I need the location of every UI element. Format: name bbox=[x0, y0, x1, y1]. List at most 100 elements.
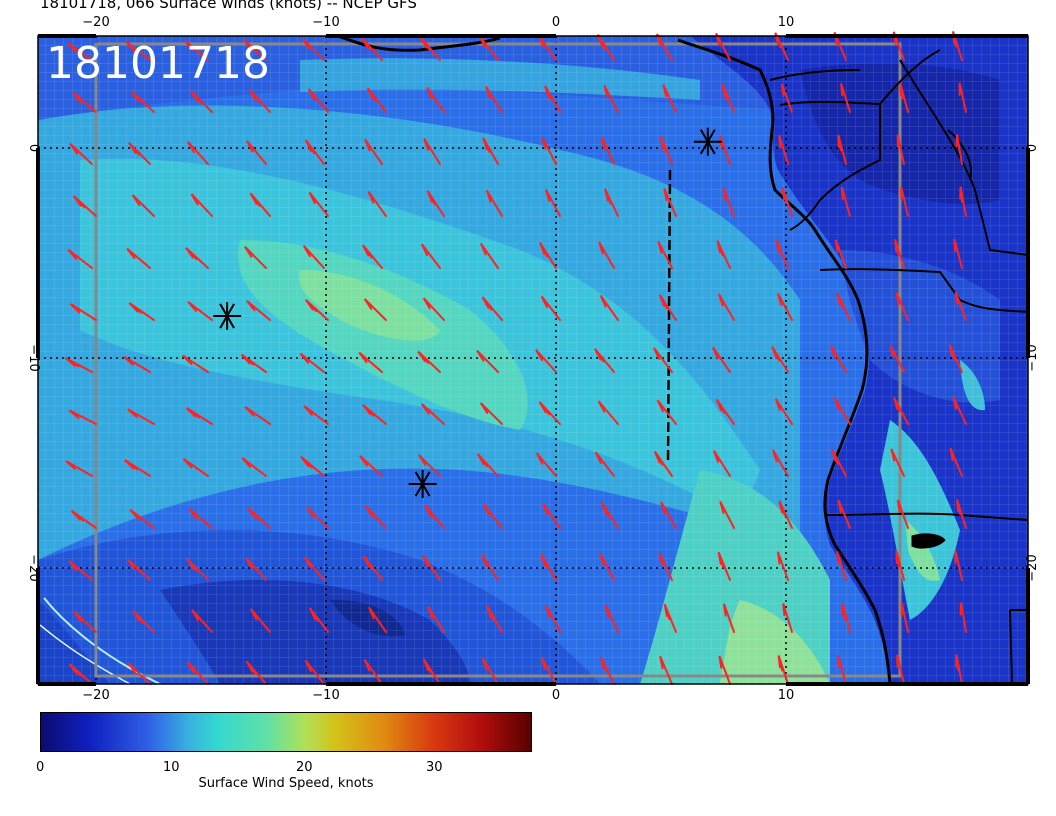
wind-barb bbox=[182, 457, 209, 477]
wind-barb bbox=[244, 245, 267, 269]
lat-right-label: −10 bbox=[1025, 344, 1040, 371]
wind-barb bbox=[657, 240, 673, 269]
wind-barb bbox=[889, 344, 905, 373]
wind-barb bbox=[712, 346, 731, 373]
wind-barb bbox=[244, 406, 271, 425]
wind-barb bbox=[246, 300, 271, 321]
wind-barb bbox=[243, 38, 267, 61]
wind-barb bbox=[363, 659, 383, 685]
wind-barb bbox=[476, 349, 499, 373]
wind-barb bbox=[715, 398, 735, 425]
colorbar bbox=[40, 712, 532, 752]
wind-barb bbox=[359, 455, 383, 477]
lon-top-label: −10 bbox=[312, 15, 339, 30]
wind-barb bbox=[660, 501, 677, 529]
wind-barb bbox=[362, 404, 387, 425]
wind-barb bbox=[479, 402, 503, 425]
wind-barb bbox=[363, 298, 387, 321]
wind-barb bbox=[308, 607, 329, 633]
wind-barb bbox=[190, 193, 213, 217]
wind-barb bbox=[771, 346, 789, 373]
wind-barb bbox=[68, 559, 93, 581]
wind-barb bbox=[484, 86, 503, 113]
wind-barb bbox=[425, 86, 445, 113]
colorbar-label: 20 bbox=[296, 760, 313, 775]
wind-barb bbox=[247, 506, 271, 529]
wind-barb bbox=[482, 503, 503, 529]
wind-barb bbox=[299, 352, 325, 373]
region-box bbox=[94, 42, 902, 678]
wind-barb bbox=[420, 243, 441, 269]
wind-barb bbox=[132, 609, 155, 633]
wind-barb bbox=[422, 297, 445, 321]
wind-barb bbox=[959, 186, 967, 217]
wind-barb bbox=[956, 499, 967, 529]
wind-barb bbox=[125, 40, 151, 61]
wind-barb bbox=[417, 350, 441, 373]
wind-barb bbox=[124, 459, 151, 477]
wind-barb bbox=[303, 405, 329, 425]
colorbar-title: Surface Wind Speed, knots bbox=[198, 776, 374, 791]
wind-barb bbox=[131, 194, 155, 217]
wind-barb bbox=[662, 84, 677, 113]
wind-barb bbox=[596, 34, 615, 61]
wind-barb bbox=[187, 301, 213, 321]
wind-barb bbox=[187, 141, 209, 165]
wind-barb bbox=[600, 656, 615, 685]
wind-barb bbox=[892, 31, 905, 61]
wind-barb bbox=[656, 33, 673, 61]
wind-barb bbox=[421, 554, 441, 581]
wind-barb bbox=[896, 499, 909, 529]
wind-barb bbox=[249, 192, 271, 217]
wind-barb bbox=[66, 41, 93, 61]
wind-barb bbox=[307, 88, 329, 113]
lat-right-label: −20 bbox=[1025, 554, 1040, 581]
lat-left-label: 0 bbox=[26, 144, 41, 152]
wind-barb bbox=[841, 602, 851, 633]
wind-barb bbox=[245, 660, 267, 685]
wind-barb bbox=[366, 87, 387, 113]
wind-barb bbox=[948, 344, 963, 373]
wind-barb bbox=[894, 239, 905, 269]
wind-barb bbox=[653, 347, 673, 373]
wind-barb bbox=[952, 31, 963, 61]
wind-barb bbox=[954, 291, 967, 321]
wind-barb bbox=[482, 137, 499, 165]
wind-barb bbox=[305, 505, 329, 529]
wind-barb bbox=[367, 191, 387, 217]
wind-barb bbox=[69, 142, 93, 165]
wind-barb bbox=[895, 291, 909, 321]
wind-barb bbox=[780, 83, 793, 113]
wind-barb bbox=[721, 83, 735, 113]
wind-barb bbox=[123, 355, 151, 373]
wind-barb bbox=[250, 608, 271, 633]
wind-barb bbox=[420, 403, 445, 425]
wind-barb bbox=[958, 82, 967, 113]
wind-barb bbox=[659, 135, 673, 165]
wind-barb bbox=[893, 397, 909, 425]
wind-barb bbox=[604, 188, 619, 217]
wind-barb bbox=[426, 190, 445, 217]
wind-barb bbox=[485, 189, 503, 217]
wind-barb bbox=[186, 661, 209, 685]
wind-barb bbox=[300, 455, 325, 477]
wind-barb bbox=[127, 558, 151, 581]
wind-barb bbox=[653, 450, 673, 477]
wind-barb bbox=[896, 654, 905, 685]
wind-barb bbox=[959, 602, 967, 633]
wind-barb bbox=[949, 447, 963, 477]
wind-barb bbox=[603, 84, 619, 113]
wind-barb bbox=[423, 504, 445, 529]
wind-barb bbox=[834, 239, 847, 269]
lon-top-label: 10 bbox=[778, 15, 795, 30]
wind-barb bbox=[836, 292, 851, 321]
wind-barb bbox=[717, 551, 731, 581]
wind-barb bbox=[717, 293, 735, 321]
wind-barb bbox=[775, 239, 789, 269]
wind-barb bbox=[538, 401, 561, 425]
wind-barb bbox=[715, 32, 731, 61]
wind-barb bbox=[663, 188, 677, 217]
lat-right-label: 0 bbox=[1025, 144, 1040, 152]
lon-bottom-label: 0 bbox=[552, 688, 560, 703]
wind-barb bbox=[719, 500, 735, 529]
